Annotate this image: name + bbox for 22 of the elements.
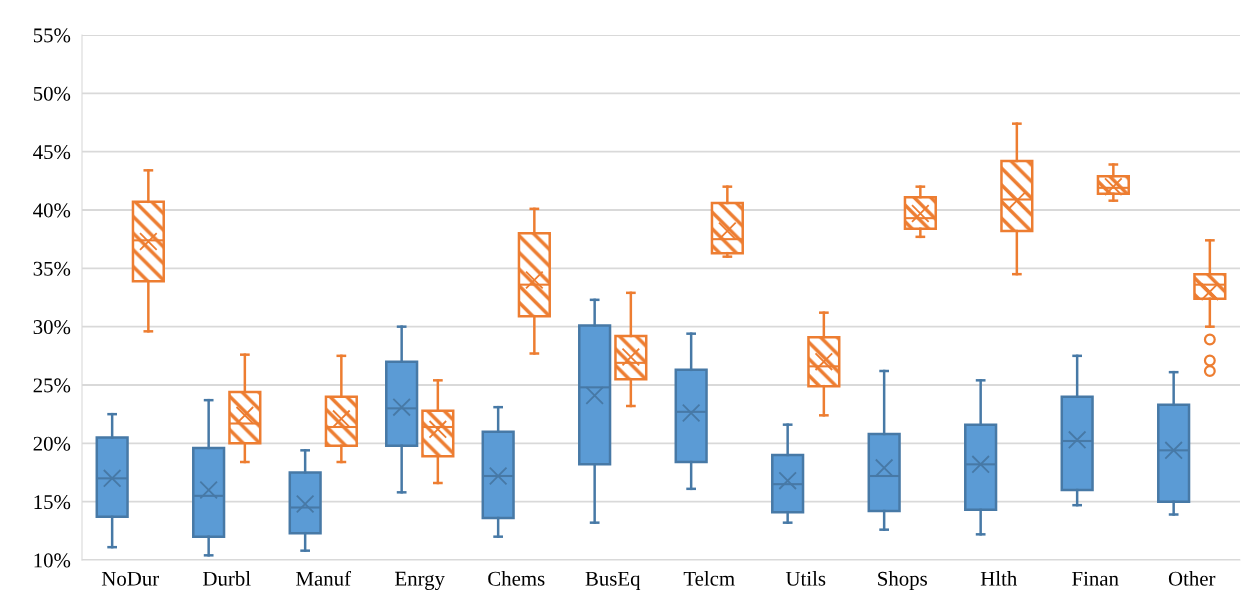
y-tick-label: 20%	[33, 436, 71, 451]
x-tick-label: Finan	[1072, 571, 1119, 586]
y-tick-label: 25%	[33, 378, 71, 393]
y-tick-label: 35%	[33, 261, 71, 276]
y-tick-label: 10%	[34, 553, 71, 568]
x-tick-label: Telcm	[683, 571, 735, 586]
x-tick-label: BusEq	[585, 571, 641, 590]
y-tick-label: 45%	[33, 145, 71, 160]
x-tick-label: NoDur	[101, 571, 159, 586]
y-tick-label: 40%	[33, 203, 71, 218]
x-tick-label: Durbl	[203, 571, 251, 586]
y-tick-label: 55%	[33, 28, 71, 43]
x-tick-label: Shops	[878, 571, 927, 590]
y-tick-label: 30%	[33, 320, 71, 335]
y-tick-label: 50%	[33, 86, 71, 101]
x-tick-label: Utils	[785, 571, 826, 586]
x-tick-label: Hlth	[980, 571, 1017, 586]
x-tick-label: Other	[1168, 571, 1216, 586]
x-tick-label: Chems	[488, 571, 545, 586]
x-tick-label: Manuf	[296, 570, 352, 586]
y-tick-label: 15%	[34, 495, 71, 510]
x-tick-label: Enrgy	[395, 571, 445, 590]
